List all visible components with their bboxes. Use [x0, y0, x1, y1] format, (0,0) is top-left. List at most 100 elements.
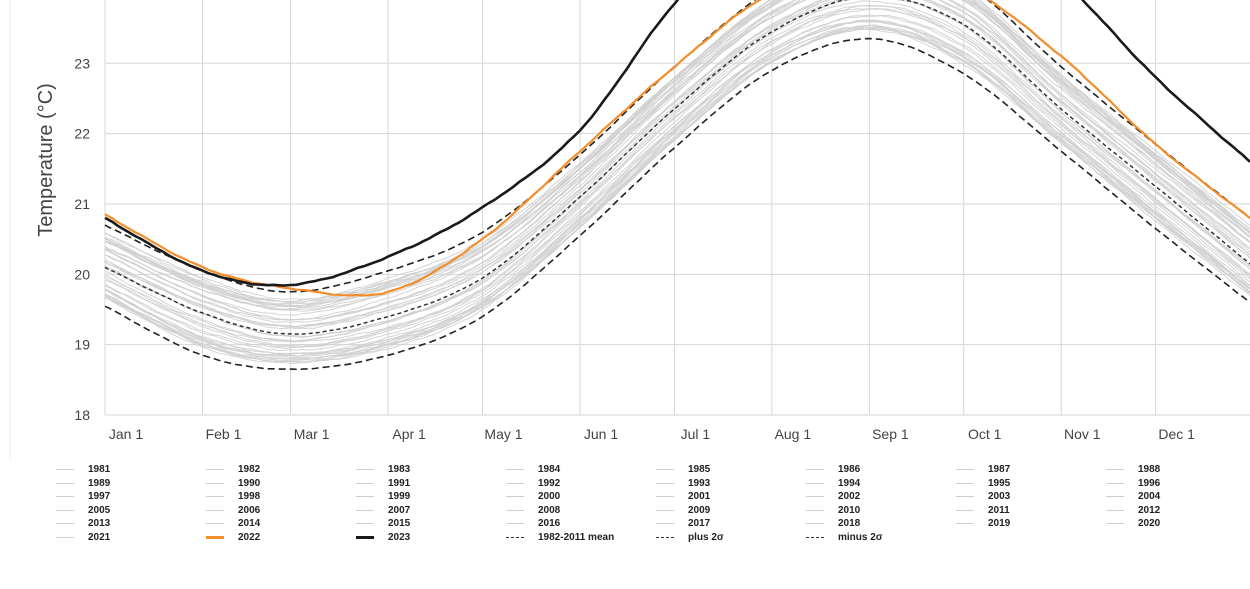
legend-item[interactable]: minus 2σ	[806, 531, 956, 545]
legend-label: 1989	[88, 477, 111, 489]
year-line-1986	[104, 20, 1250, 355]
legend-swatch	[506, 536, 524, 538]
legend-item[interactable]: 1983	[356, 463, 506, 477]
legend-item[interactable]: 2004	[1106, 490, 1250, 504]
legend-item[interactable]: 2011	[956, 504, 1106, 518]
legend-swatch	[806, 469, 824, 471]
legend-swatch	[56, 509, 74, 511]
legend-item[interactable]: 2018	[806, 517, 956, 531]
legend-item[interactable]: 2000	[506, 490, 656, 504]
legend-item[interactable]: 1992	[506, 477, 656, 491]
legend-swatch	[206, 496, 224, 498]
legend-item[interactable]: 1993	[656, 477, 806, 491]
legend-swatch	[356, 523, 374, 525]
legend: 1981 1982 1983 1984 1985 1986 1987 1988 1989 1990…	[56, 463, 1250, 544]
legend-swatch	[506, 509, 524, 511]
legend-swatch	[56, 482, 74, 484]
legend-label: 2013	[88, 518, 111, 530]
legend-label: 2020	[1138, 518, 1161, 530]
legend-item[interactable]: 2015	[356, 517, 506, 531]
year-line-2008	[104, 0, 1250, 307]
year-line-2004	[104, 0, 1250, 316]
legend-label: 1990	[238, 477, 261, 489]
x-tick-label: Jul 1	[681, 426, 711, 442]
legend-item[interactable]: 1995	[956, 477, 1106, 491]
legend-item[interactable]: 2010	[806, 504, 956, 518]
legend-item[interactable]: 2023	[356, 531, 506, 545]
background-year-lines	[104, 0, 1250, 365]
legend-item[interactable]: 2022	[206, 531, 356, 545]
x-tick-label: Nov 1	[1064, 426, 1101, 442]
legend-label: 2023	[388, 531, 411, 543]
legend-label: 1996	[1138, 477, 1161, 489]
legend-item[interactable]: 1990	[206, 477, 356, 491]
year-line-2021	[104, 0, 1250, 303]
legend-swatch	[356, 509, 374, 511]
year-line-2000	[104, 15, 1250, 352]
year-line-2020	[104, 0, 1250, 337]
legend-item[interactable]: 2002	[806, 490, 956, 504]
year-line-2017	[104, 0, 1250, 321]
legend-item[interactable]: 1994	[806, 477, 956, 491]
legend-label: 2018	[838, 518, 861, 530]
legend-item[interactable]: 2013	[56, 517, 206, 531]
legend-swatch	[956, 496, 974, 498]
legend-item[interactable]: 2020	[1106, 517, 1250, 531]
legend-item[interactable]: 1985	[656, 463, 806, 477]
legend-label: 1984	[538, 464, 561, 476]
year-line-2003	[104, 24, 1250, 357]
legend-swatch	[356, 535, 374, 539]
legend-label: 1988	[1138, 464, 1161, 476]
y-tick-label: 18	[74, 407, 90, 423]
legend-swatch	[206, 509, 224, 511]
legend-item[interactable]: 2017	[656, 517, 806, 531]
legend-label: 1985	[688, 464, 711, 476]
series-line-minus-2-	[104, 37, 1250, 371]
legend-item[interactable]: 1997	[56, 490, 206, 504]
legend-swatch	[506, 482, 524, 484]
legend-item[interactable]: 1986	[806, 463, 956, 477]
legend-item[interactable]: 2016	[506, 517, 656, 531]
legend-item[interactable]: 2006	[206, 504, 356, 518]
legend-item[interactable]: 2007	[356, 504, 506, 518]
legend-item[interactable]: 1998	[206, 490, 356, 504]
legend-item[interactable]: plus 2σ	[656, 531, 806, 545]
legend-item[interactable]: 2012	[1106, 504, 1250, 518]
legend-label: 2009	[688, 504, 711, 516]
y-tick-label: 21	[74, 196, 90, 212]
series-line-2023	[104, 0, 1250, 287]
legend-label: 1987	[988, 464, 1011, 476]
legend-item[interactable]: 2009	[656, 504, 806, 518]
legend-item[interactable]: 1999	[356, 490, 506, 504]
legend-item[interactable]: 2019	[956, 517, 1106, 531]
year-line-2018	[104, 0, 1250, 310]
x-tick-label: Jun 1	[584, 426, 618, 442]
legend-item[interactable]: 1988	[1106, 463, 1250, 477]
legend-item[interactable]: 1989	[56, 477, 206, 491]
legend-label: 2010	[838, 504, 861, 516]
year-line-2015	[104, 0, 1250, 328]
year-line-1982	[104, 0, 1250, 321]
legend-item[interactable]: 2001	[656, 490, 806, 504]
legend-item[interactable]: 1984	[506, 463, 656, 477]
legend-swatch	[656, 536, 674, 538]
legend-item[interactable]: 1987	[956, 463, 1106, 477]
legend-label: 2005	[88, 504, 111, 516]
legend-item[interactable]: 2014	[206, 517, 356, 531]
legend-item[interactable]: 1982-2011 mean	[506, 531, 656, 545]
legend-label: 1991	[388, 477, 411, 489]
legend-item[interactable]: 2021	[56, 531, 206, 545]
legend-item[interactable]: 2003	[956, 490, 1106, 504]
legend-item[interactable]: 1982	[206, 463, 356, 477]
y-tick-label: 20	[74, 266, 90, 282]
legend-swatch	[1106, 496, 1124, 498]
legend-swatch	[1106, 482, 1124, 484]
legend-item[interactable]: 2005	[56, 504, 206, 518]
legend-item[interactable]: 1981	[56, 463, 206, 477]
legend-swatch	[506, 496, 524, 498]
legend-label: 2002	[838, 491, 861, 503]
legend-swatch	[56, 496, 74, 498]
legend-item[interactable]: 1991	[356, 477, 506, 491]
legend-item[interactable]: 1996	[1106, 477, 1250, 491]
legend-item[interactable]: 2008	[506, 504, 656, 518]
